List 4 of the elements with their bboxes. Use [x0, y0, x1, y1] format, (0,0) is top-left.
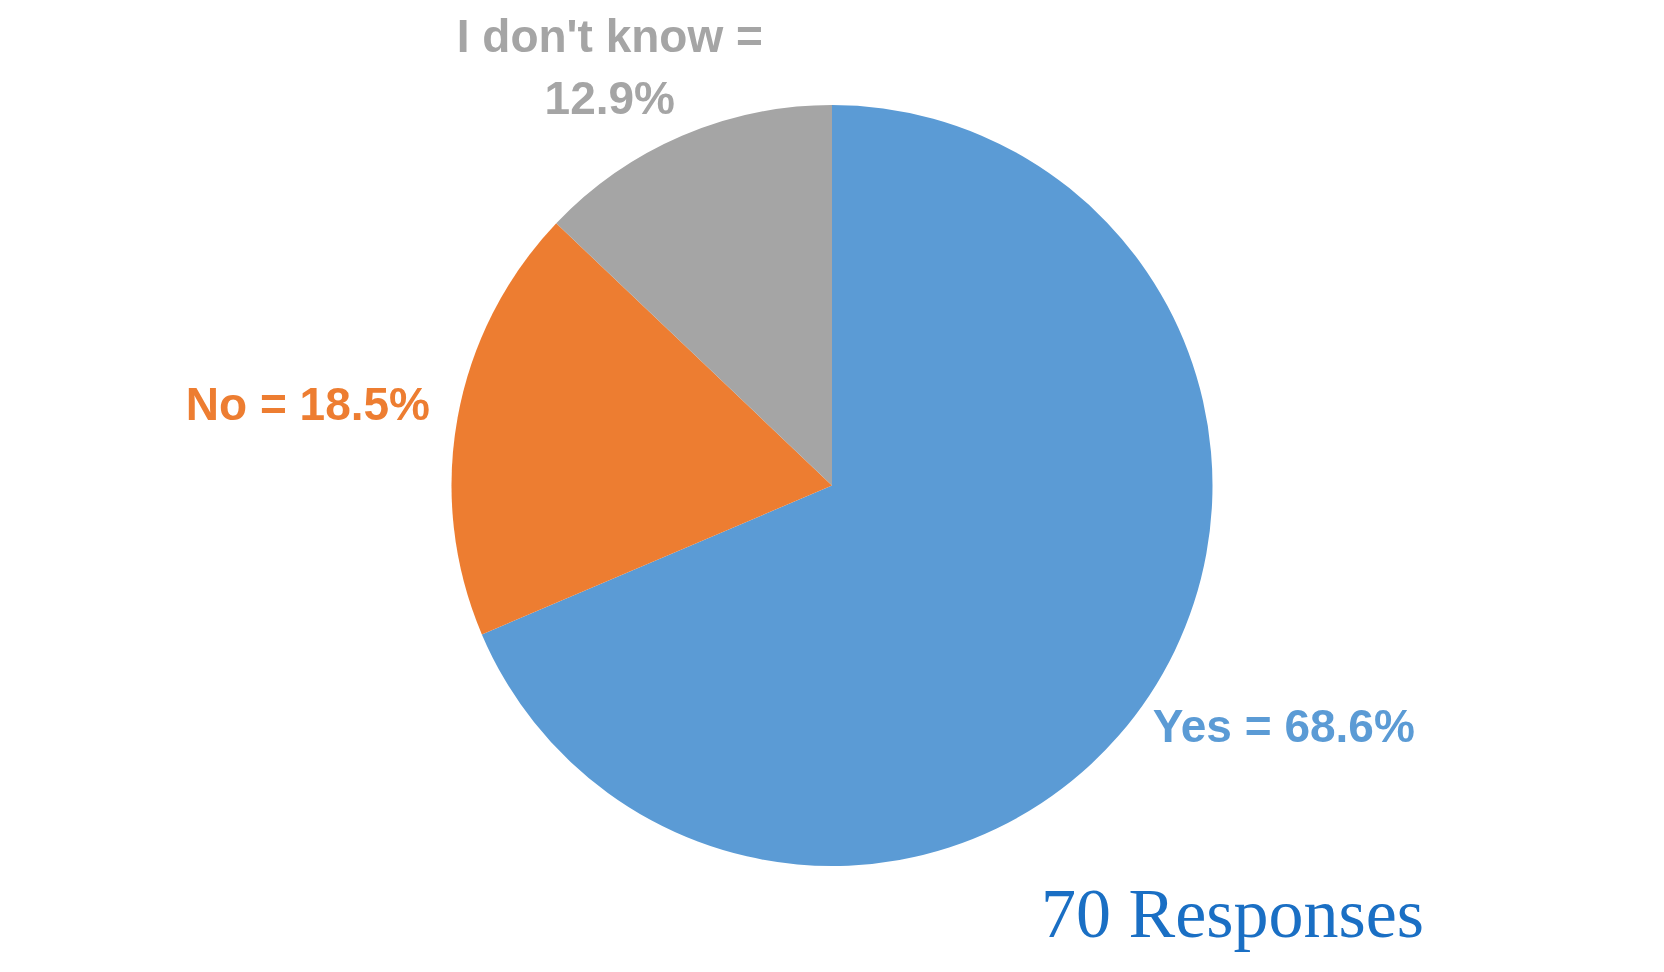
slice-label: Yes = 68.6% — [1152, 699, 1415, 752]
slice-label: No = 18.5% — [185, 377, 431, 430]
slice-label: I don't know = 12.9% — [456, 9, 763, 124]
text: 70 Responses — [1040, 874, 1424, 954]
